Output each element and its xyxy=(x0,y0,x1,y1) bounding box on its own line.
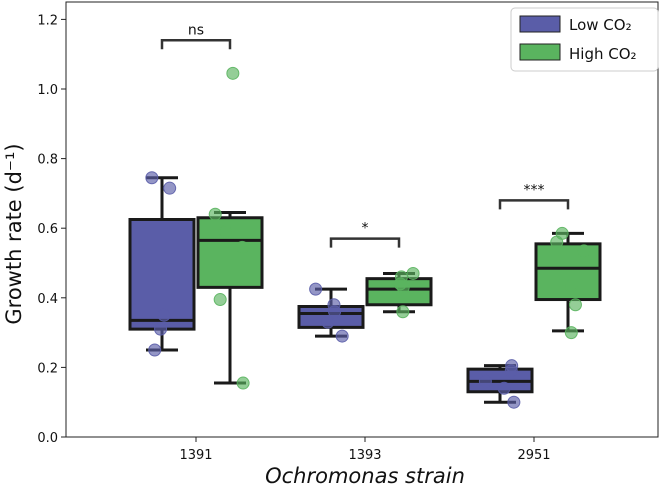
x-tick-label: 1391 xyxy=(179,448,212,463)
data-point xyxy=(154,322,168,336)
data-point xyxy=(577,244,591,258)
data-point xyxy=(213,293,227,307)
significance-label: *** xyxy=(524,182,545,198)
data-point xyxy=(504,364,518,378)
data-point xyxy=(396,305,410,319)
legend-swatch-low-co2 xyxy=(519,15,561,33)
box xyxy=(196,216,264,289)
y-tick-label: 0.6 xyxy=(37,222,58,237)
y-tick-label: 0.8 xyxy=(37,153,58,168)
data-point xyxy=(163,181,177,195)
data-point xyxy=(564,326,578,340)
significance-bracket xyxy=(160,39,232,50)
significance-label: * xyxy=(362,221,369,237)
y-axis: 0.0 0.2 0.4 0.6 0.8 1.0 1.2 xyxy=(37,13,66,446)
data-point xyxy=(396,280,410,294)
x-tick-label: 2951 xyxy=(517,448,550,463)
data-point xyxy=(321,315,335,329)
data-point xyxy=(568,298,582,312)
y-tick-label: 0.4 xyxy=(37,292,58,307)
legend-swatch-high-co2 xyxy=(519,43,561,61)
y-tick-label: 1.0 xyxy=(37,83,58,98)
plot-frame xyxy=(65,1,659,438)
y-tick-label: 0.2 xyxy=(37,361,58,376)
data-point xyxy=(335,329,349,343)
data-point xyxy=(208,207,222,221)
data-point xyxy=(236,376,250,390)
data-point xyxy=(235,240,249,254)
data-point xyxy=(497,381,511,395)
points-layer xyxy=(145,66,591,409)
data-point xyxy=(406,266,420,280)
significance-label: ns xyxy=(188,22,204,38)
data-point xyxy=(226,66,240,80)
data-point xyxy=(478,374,492,388)
legend-label-low-co2: Low CO₂ xyxy=(569,16,632,34)
data-point xyxy=(328,305,342,319)
significance-annotations: ns**** xyxy=(160,22,570,248)
data-point xyxy=(507,395,521,409)
y-tick-label: 1.2 xyxy=(37,13,58,28)
data-point xyxy=(145,171,159,185)
y-axis-title: Growth rate (d⁻¹) xyxy=(2,143,26,324)
data-point xyxy=(218,225,232,239)
x-axis: 1391 1393 2951 xyxy=(179,437,551,463)
boxes-layer xyxy=(128,176,602,404)
significance-bracket xyxy=(498,199,570,210)
data-point xyxy=(157,308,171,322)
x-axis-title: Ochromonas strain xyxy=(265,464,465,486)
data-point xyxy=(309,282,323,296)
x-tick-label: 1393 xyxy=(348,448,381,463)
significance-bracket xyxy=(329,237,401,248)
legend: Low CO₂ High CO₂ xyxy=(510,7,659,72)
data-point xyxy=(550,235,564,249)
y-tick-label: 0.0 xyxy=(37,431,58,446)
plot-area xyxy=(65,1,659,438)
data-point xyxy=(148,343,162,357)
data-point xyxy=(564,279,578,293)
legend-label-high-co2: High CO₂ xyxy=(569,45,637,63)
